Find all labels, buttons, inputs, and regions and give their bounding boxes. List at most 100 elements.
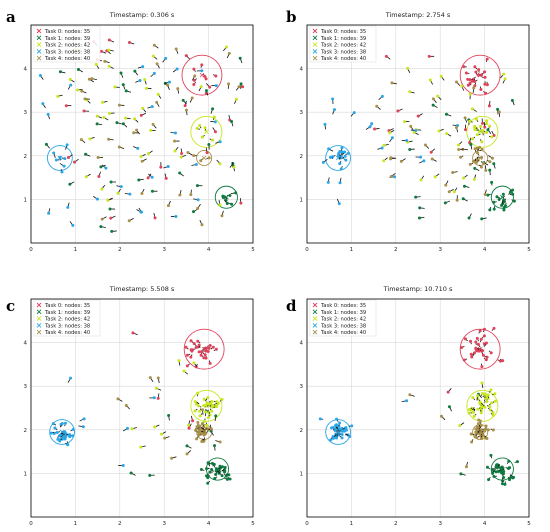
agent-task-3 — [352, 111, 356, 115]
agent-task-0 — [462, 65, 466, 69]
agent-task-2 — [485, 122, 489, 126]
agent-task-3 — [150, 105, 154, 109]
panel-d: d Timestamp: 10.710 s 0 1 2 3 4 5 1 2 3 4 Task 0: no… — [286, 285, 531, 527]
agent-task-2 — [406, 66, 410, 70]
agent-task-3 — [340, 432, 344, 436]
agent-task-3 — [328, 155, 332, 159]
agent-task-0 — [82, 109, 86, 113]
agent-task-0 — [191, 419, 195, 423]
agent-task-0 — [185, 353, 189, 357]
target-marker-task-0 — [199, 72, 205, 78]
agent-task-2 — [475, 133, 479, 137]
target-circle-task-1 — [214, 185, 238, 209]
agent-task-2 — [107, 48, 111, 52]
agent-task-4 — [227, 51, 231, 55]
target-marker-task-2 — [204, 129, 209, 135]
agent-task-1 — [511, 188, 515, 192]
agent-task-2 — [489, 388, 493, 392]
agent-task-3 — [81, 425, 85, 429]
agent-task-0 — [107, 38, 111, 42]
agent-task-4 — [184, 108, 188, 112]
agent-task-3 — [331, 97, 335, 101]
agent-task-4 — [390, 81, 394, 85]
agent-task-0 — [469, 352, 473, 356]
agent-task-0 — [474, 346, 478, 350]
legend-label: Task 3: nodes: 38 — [44, 49, 90, 55]
agent-task-0 — [183, 104, 187, 108]
agent-task-2 — [212, 115, 216, 119]
agent-task-0 — [204, 356, 208, 360]
agent-task-4 — [135, 128, 139, 132]
legend-label: Task 1: nodes: 39 — [320, 36, 366, 42]
agent-task-0 — [463, 128, 467, 132]
target-circle-task-0 — [183, 328, 225, 370]
agent-task-1 — [500, 482, 504, 486]
legend-marker-task-1 — [312, 309, 318, 315]
agent-task-3 — [49, 431, 53, 435]
agent-task-1 — [206, 481, 210, 485]
agent-task-3 — [38, 74, 42, 78]
agent-task-0 — [499, 359, 503, 363]
agent-task-4 — [455, 80, 459, 84]
agent-task-2 — [488, 405, 492, 409]
agent-task-2 — [439, 74, 443, 78]
agent-task-0 — [185, 364, 189, 368]
y-tick-label: 2 — [24, 428, 28, 434]
agent-task-1 — [418, 206, 422, 210]
agent-task-4 — [491, 428, 495, 432]
agent-task-2 — [502, 72, 506, 76]
agent-task-0 — [483, 75, 487, 79]
agent-task-2 — [76, 88, 80, 92]
agent-task-2 — [198, 124, 202, 128]
agent-task-2 — [206, 416, 210, 420]
y-tick-label: 2 — [300, 428, 304, 434]
agent-task-3 — [175, 67, 179, 71]
y-tick-label: 4 — [24, 67, 28, 73]
agent-task-3 — [71, 434, 75, 438]
agent-task-1 — [495, 463, 499, 467]
plot-frame — [30, 298, 254, 518]
target-circle-task-3 — [49, 419, 75, 445]
legend-label: Task 2: nodes: 42 — [44, 43, 90, 49]
agent-task-1 — [150, 189, 154, 193]
agent-task-2 — [187, 423, 191, 427]
agent-task-0 — [131, 331, 135, 335]
agent-task-2 — [388, 131, 392, 135]
agent-task-1 — [239, 82, 243, 86]
agent-task-2 — [472, 177, 476, 181]
agent-task-2 — [195, 126, 199, 130]
agent-task-2 — [149, 128, 153, 132]
agent-task-2 — [470, 107, 474, 111]
agent-task-2 — [488, 124, 492, 128]
agent-task-4 — [459, 155, 463, 159]
agent-task-1 — [115, 121, 119, 125]
agent-task-3 — [167, 80, 171, 84]
agent-task-4 — [148, 376, 152, 380]
agent-task-4 — [473, 147, 477, 151]
agent-task-0 — [190, 348, 194, 352]
agent-task-4 — [485, 436, 489, 440]
legend-marker-task-4 — [312, 55, 318, 61]
agent-task-1 — [185, 444, 189, 448]
agent-task-3 — [69, 376, 73, 380]
x-tick-label: 0 — [305, 247, 309, 253]
legend-marker-task-2 — [312, 42, 318, 47]
agent-task-3 — [214, 84, 218, 88]
legend-label: Task 0: nodes: 35 — [44, 29, 90, 35]
agent-task-0 — [481, 353, 485, 357]
agent-task-2 — [382, 159, 386, 163]
agent-task-1 — [492, 475, 496, 479]
agent-task-1 — [488, 168, 492, 172]
agent-task-3 — [329, 438, 333, 442]
agent-task-4 — [471, 159, 475, 163]
agent-task-0 — [472, 351, 476, 355]
agent-task-1 — [108, 207, 112, 211]
agent-task-3 — [339, 167, 343, 171]
agent-task-1 — [480, 217, 484, 221]
agent-task-1 — [510, 98, 514, 102]
agent-task-3 — [119, 185, 123, 189]
legend-marker-task-0 — [312, 302, 318, 308]
agent-task-3 — [41, 102, 45, 106]
agent-task-0 — [211, 345, 215, 349]
